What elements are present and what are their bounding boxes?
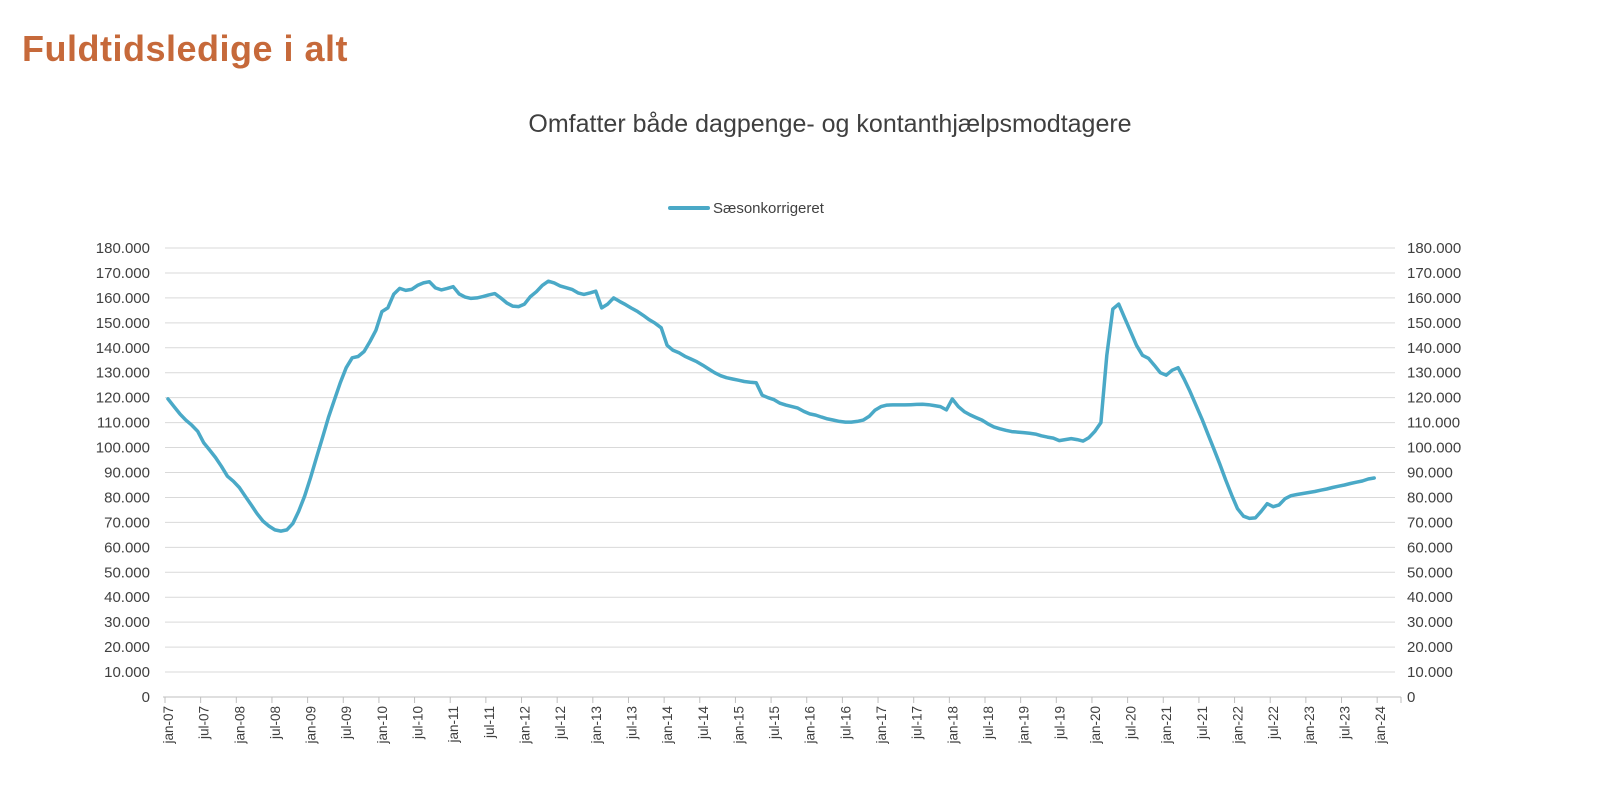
x-tick-label: jan-09 <box>304 706 319 745</box>
y-tick-label: 90.000 <box>104 465 150 482</box>
x-tick-label: jul-16 <box>838 706 853 740</box>
x-tick-label: jan-10 <box>375 706 390 745</box>
x-tick-label: jul-20 <box>1124 706 1139 740</box>
y-tick-label: 160.000 <box>1407 290 1461 307</box>
chart-subtitle: Omfatter både dagpenge- og kontanthjælps… <box>528 110 1132 138</box>
y-tick-label: 170.000 <box>1407 265 1461 282</box>
x-tick-label: jan-13 <box>589 706 604 745</box>
y-tick-label: 90.000 <box>1407 465 1453 482</box>
x-tick-label: jul-18 <box>981 706 996 740</box>
y-tick-label: 40.000 <box>104 589 150 606</box>
y-tick-label: 10.000 <box>1407 664 1453 681</box>
x-tick-label: jul-14 <box>696 706 711 741</box>
x-tick-label: jan-22 <box>1231 706 1246 745</box>
x-tick-label: jan-21 <box>1159 706 1174 745</box>
y-axis-left-labels: 0 10.000 20.000 30.000 40.000 50.000 60.000 70.… <box>96 240 150 706</box>
y-tick-label: 170.000 <box>96 265 150 282</box>
y-tick-label: 160.000 <box>96 290 150 307</box>
y-tick-label: 50.000 <box>104 564 150 581</box>
x-tick-label: jan-19 <box>1017 706 1032 745</box>
y-tick-label: 150.000 <box>1407 315 1461 332</box>
legend: Sæsonkorrigeret <box>668 198 824 218</box>
y-tick-label: 20.000 <box>1407 639 1453 656</box>
y-tick-label: 80.000 <box>1407 489 1453 506</box>
x-tick-label: jul-10 <box>411 706 426 740</box>
x-tick-label: jan-18 <box>945 706 960 745</box>
y-tick-label: 110.000 <box>1407 415 1460 432</box>
x-tick-label: jan-24 <box>1373 706 1388 745</box>
x-tick-label: jul-15 <box>767 706 782 740</box>
x-tick-label: jul-21 <box>1195 706 1210 740</box>
y-tick-label: 60.000 <box>1407 539 1453 556</box>
y-tick-label: 70.000 <box>104 514 150 531</box>
y-tick-label: 140.000 <box>1407 340 1461 357</box>
x-tick-label: jul-11 <box>482 706 497 739</box>
y-tick-label: 180.000 <box>96 240 150 257</box>
x-tick-label: jan-12 <box>517 706 532 745</box>
y-tick-label: 70.000 <box>1407 514 1453 531</box>
x-tick-label: jul-23 <box>1337 706 1352 740</box>
y-tick-label: 20.000 <box>104 639 150 656</box>
y-tick-label: 130.000 <box>96 365 150 382</box>
y-axis-right-labels: 0 10.000 20.000 30.000 40.000 50.000 60.000 70.… <box>1407 240 1461 706</box>
y-tick-label: 10.000 <box>104 664 150 681</box>
x-tick-label: jan-17 <box>874 706 889 745</box>
y-tick-label: 110.000 <box>97 415 150 432</box>
x-tick-label: jul-19 <box>1052 706 1067 740</box>
legend-line-swatch <box>668 206 710 210</box>
x-axis-ticks <box>164 697 1402 703</box>
x-tick-label: jul-13 <box>624 706 639 740</box>
y-tick-label: 120.000 <box>1407 390 1461 407</box>
x-tick-label: jan-11 <box>446 706 461 744</box>
y-tick-label: 180.000 <box>1407 240 1461 257</box>
series-line-saesonkorrigeret <box>166 279 1376 533</box>
x-tick-label: jan-07 <box>161 706 176 745</box>
x-tick-label: jul-08 <box>268 706 283 740</box>
x-tick-label: jul-09 <box>339 706 354 740</box>
y-tick-label: 130.000 <box>1407 365 1461 382</box>
y-tick-label: 120.000 <box>96 390 150 407</box>
y-tick-label: 100.000 <box>96 440 150 457</box>
x-tick-label: jan-14 <box>660 706 675 745</box>
x-axis-labels: jan-07 jul-07 jan-08 jul-08 jan-09 jul-09 jan-… <box>161 706 1388 745</box>
y-tick-label: 0 <box>142 689 150 706</box>
x-tick-label: jan-08 <box>232 706 247 745</box>
page-title: Fuldtidsledige i alt <box>22 28 349 69</box>
x-tick-label: jan-16 <box>803 706 818 745</box>
y-tick-label: 150.000 <box>96 315 150 332</box>
y-gridlines <box>165 247 1395 673</box>
y-tick-label: 80.000 <box>104 489 150 506</box>
x-tick-label: jul-17 <box>910 706 925 740</box>
y-tick-label: 140.000 <box>96 340 150 357</box>
x-tick-label: jan-15 <box>731 706 746 745</box>
y-tick-label: 30.000 <box>104 614 150 631</box>
y-tick-label: 60.000 <box>104 539 150 556</box>
y-tick-label: 50.000 <box>1407 564 1453 581</box>
x-tick-label: jul-07 <box>197 706 212 740</box>
x-tick-label: jan-23 <box>1302 706 1317 745</box>
x-tick-label: jan-20 <box>1088 706 1103 745</box>
legend-label: Sæsonkorrigeret <box>713 199 824 217</box>
y-tick-label: 100.000 <box>1407 440 1461 457</box>
y-tick-label: 40.000 <box>1407 589 1453 606</box>
x-tick-label: jul-22 <box>1266 706 1281 740</box>
x-tick-label: jul-12 <box>553 706 568 740</box>
y-tick-label: 30.000 <box>1407 614 1453 631</box>
y-tick-label: 0 <box>1407 689 1415 706</box>
